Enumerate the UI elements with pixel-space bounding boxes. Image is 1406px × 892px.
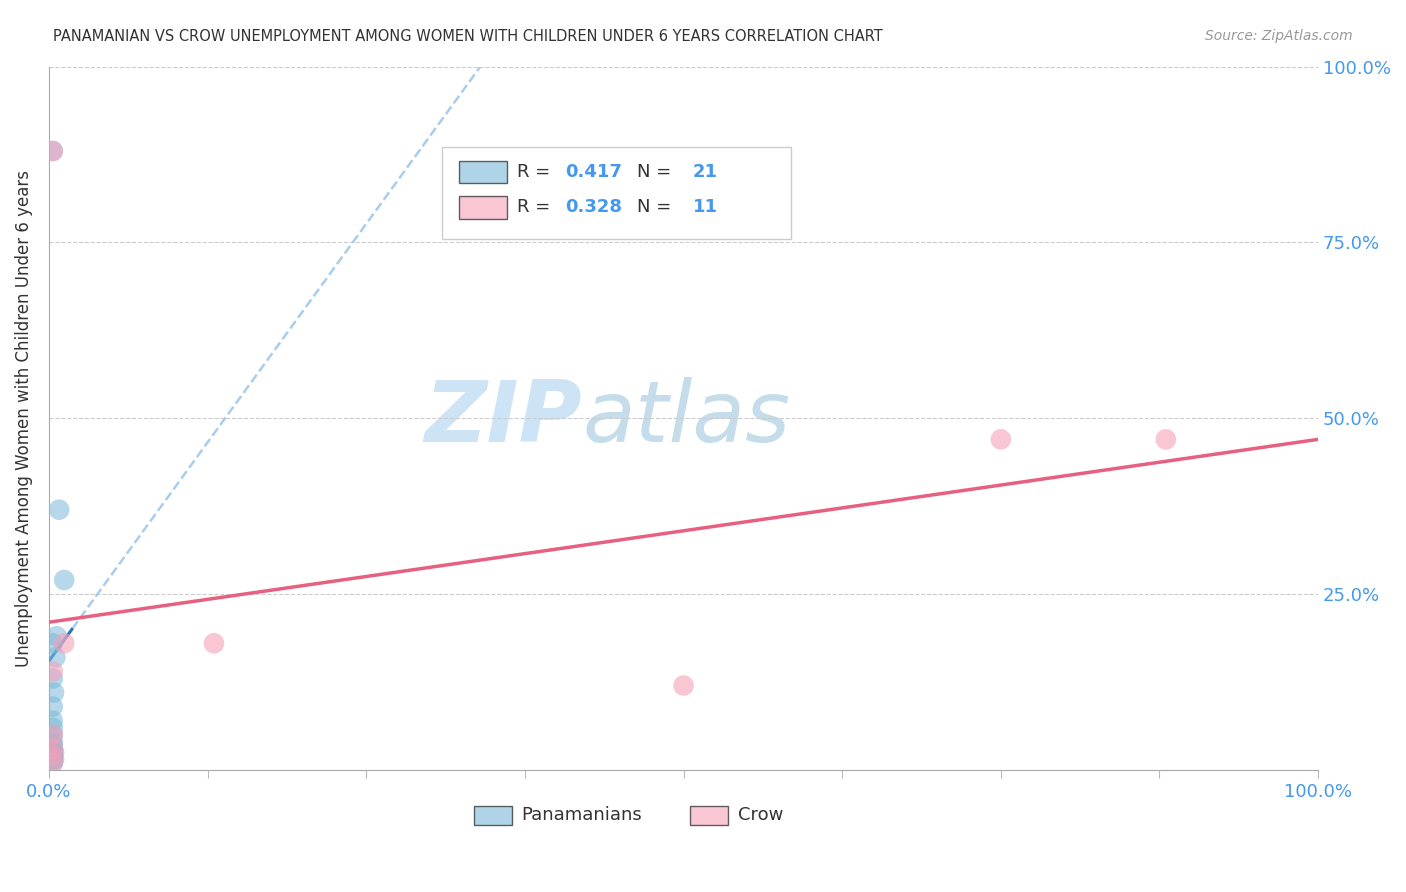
Point: [42, 636, 65, 650]
Text: 11: 11: [692, 198, 717, 216]
Point: [42, 756, 65, 770]
Point: [42, 745, 65, 759]
Point: [42, 144, 65, 158]
Point: [42, 685, 65, 699]
Point: [42, 728, 65, 742]
Text: 0.328: 0.328: [565, 198, 623, 216]
Point: [202, 636, 225, 650]
Point: [42, 672, 65, 686]
FancyBboxPatch shape: [690, 806, 728, 825]
Point: [45, 629, 67, 643]
FancyBboxPatch shape: [443, 147, 792, 239]
Point: [42, 699, 65, 714]
Text: Panamanians: Panamanians: [522, 805, 643, 824]
Point: [990, 433, 1012, 447]
Text: Source: ZipAtlas.com: Source: ZipAtlas.com: [1205, 29, 1353, 44]
Point: [48, 502, 70, 516]
Point: [42, 748, 65, 763]
Text: Crow: Crow: [738, 805, 783, 824]
Point: [44, 650, 66, 665]
Point: [42, 745, 65, 759]
Point: [53, 573, 76, 587]
Point: [42, 728, 65, 742]
Point: [42, 735, 65, 749]
Text: R =: R =: [517, 163, 557, 181]
Point: [42, 741, 65, 756]
Point: [1154, 433, 1177, 447]
Text: N =: N =: [637, 198, 676, 216]
Point: [42, 752, 65, 766]
FancyBboxPatch shape: [474, 806, 512, 825]
Point: [42, 752, 65, 766]
Text: atlas: atlas: [582, 376, 790, 459]
Point: [672, 679, 695, 693]
Point: [42, 741, 65, 756]
Point: [42, 144, 65, 158]
Text: 21: 21: [692, 163, 717, 181]
FancyBboxPatch shape: [458, 161, 508, 184]
Point: [42, 756, 65, 770]
Point: [42, 714, 65, 728]
FancyBboxPatch shape: [458, 196, 508, 219]
Text: N =: N =: [637, 163, 676, 181]
Point: [42, 748, 65, 763]
Y-axis label: Unemployment Among Women with Children Under 6 years: Unemployment Among Women with Children U…: [15, 169, 32, 666]
Point: [42, 739, 65, 753]
Text: R =: R =: [517, 198, 557, 216]
Point: [42, 721, 65, 735]
Text: PANAMANIAN VS CROW UNEMPLOYMENT AMONG WOMEN WITH CHILDREN UNDER 6 YEARS CORRELAT: PANAMANIAN VS CROW UNEMPLOYMENT AMONG WO…: [53, 29, 883, 45]
Text: ZIP: ZIP: [425, 376, 582, 459]
Point: [42, 665, 65, 679]
Text: 0.417: 0.417: [565, 163, 623, 181]
Point: [53, 636, 76, 650]
